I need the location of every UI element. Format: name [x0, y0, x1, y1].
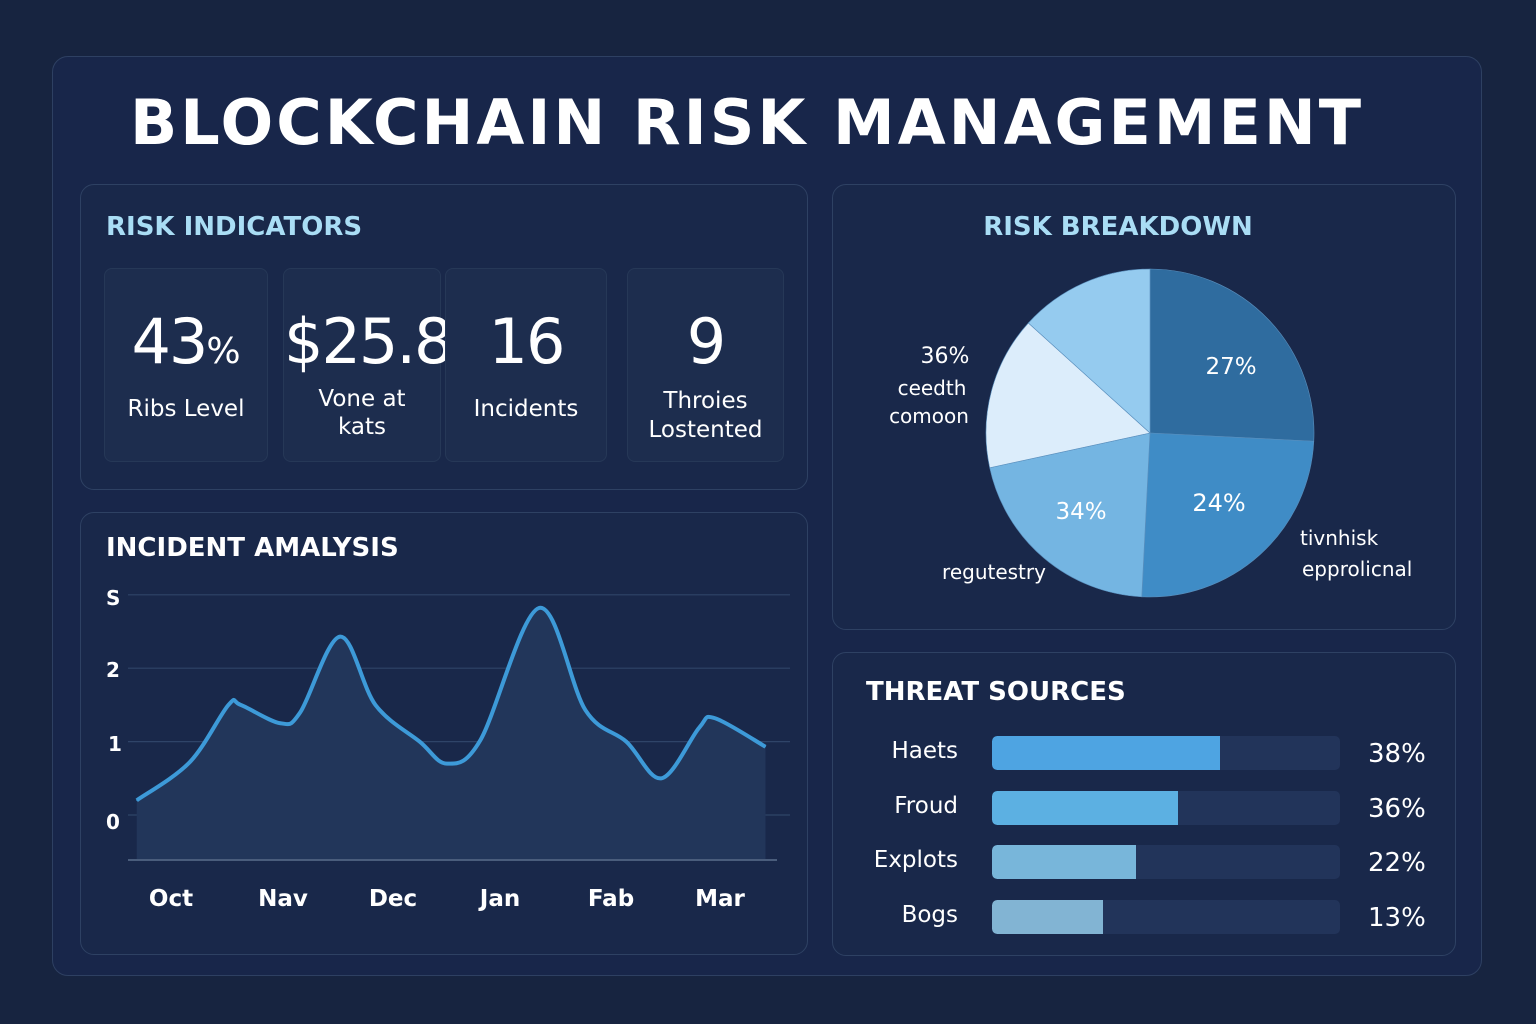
threat-bar-track: [992, 845, 1340, 879]
threat-bar-track: [992, 900, 1340, 934]
incident-analysis-heading: INCIDENT AMALYSIS: [106, 533, 399, 563]
threat-row: Bogs 13%: [866, 900, 1436, 936]
data-point: [374, 704, 376, 706]
page-title: BLOCKCHAIN RISK MANAGEMENT: [129, 86, 1365, 159]
y-tick-label: 0: [106, 810, 120, 834]
pie-label-percent: 36%: [920, 344, 970, 369]
data-point: [227, 704, 229, 706]
threat-bar-fill: [992, 900, 1104, 934]
x-tick-label: Jan: [479, 886, 521, 912]
kpi-value: 9: [686, 305, 726, 378]
kpi-value: 16: [488, 305, 566, 378]
pie-label-percent: 27%: [1205, 354, 1257, 380]
kpi-label-line2: Lostented: [648, 417, 763, 443]
risk-breakdown-heading: RISK BREAKDOWN: [983, 212, 1253, 242]
kpi-card-incidents[interactable]: 16 Incidents: [445, 268, 607, 462]
kpi-label-line2: kats: [337, 414, 386, 440]
y-tick-label: 1: [108, 732, 122, 756]
threat-bar-fill: [992, 791, 1179, 825]
data-point: [764, 746, 766, 748]
data-point: [714, 717, 716, 719]
data-point: [339, 636, 341, 638]
pie-slice[interactable]: [989, 432, 1151, 598]
data-point: [299, 711, 301, 713]
incident-analysis-panel: [80, 512, 808, 955]
y-tick-label: S: [106, 586, 121, 610]
threat-name: Explots: [873, 847, 958, 873]
kpi-card-threats[interactable]: 9 Throies Lostented: [627, 268, 784, 462]
x-tick-label: Oct: [148, 886, 194, 912]
data-point: [189, 761, 191, 763]
kpi-label: Incidents: [473, 396, 579, 422]
y-tick-label: 2: [106, 658, 120, 682]
threat-row: Explots 22%: [866, 845, 1436, 881]
threat-name: Froud: [894, 793, 958, 819]
data-point: [279, 722, 281, 724]
kpi-card-value-at-risk[interactable]: $25.8 Vone at kats: [283, 268, 454, 462]
kpi-label-line1: Throies: [663, 388, 748, 414]
kpi-label-line1: Vone at: [318, 386, 406, 412]
kpi-value: 43%: [131, 305, 241, 378]
threat-value: 36%: [1368, 794, 1426, 824]
threat-bar-track: [992, 736, 1340, 770]
data-point: [625, 741, 627, 743]
pie-slice[interactable]: [1149, 268, 1315, 442]
pie-name-line1: ceedth: [897, 376, 967, 400]
kpi-value: $25.8: [284, 305, 454, 378]
pie-label-percent: 24%: [1192, 489, 1246, 517]
pie-label-percent: 34%: [1055, 499, 1107, 525]
pie-slice[interactable]: [1141, 432, 1315, 598]
data-point: [136, 799, 138, 801]
data-point: [584, 709, 586, 711]
threat-value: 22%: [1368, 848, 1426, 878]
kpi-label: Ribs Level: [127, 396, 245, 422]
data-point: [538, 607, 540, 609]
x-tick-label: Dec: [368, 886, 418, 912]
pie-slice[interactable]: [1027, 268, 1151, 434]
threat-bar-fill: [992, 845, 1137, 879]
risk-indicators-heading: RISK INDICATORS: [106, 212, 363, 242]
pie-name: regutestry: [942, 560, 1046, 584]
area-fill: [136, 607, 766, 860]
data-point: [479, 739, 481, 741]
data-point: [446, 763, 448, 765]
pie-slice[interactable]: [985, 322, 1151, 469]
x-tick-label: Fab: [587, 886, 635, 912]
pie-name-line2: comoon: [889, 404, 969, 428]
data-point: [419, 741, 421, 743]
data-point: [240, 704, 242, 706]
threat-name: Bogs: [901, 902, 958, 928]
threat-row: Haets 38%: [866, 736, 1436, 772]
threat-value: 13%: [1368, 903, 1426, 933]
kpi-card-risk-level[interactable]: 43% Ribs Level: [104, 268, 268, 462]
threat-bar-fill: [992, 736, 1220, 770]
threat-name: Haets: [891, 738, 958, 764]
x-tick-label: Nav: [258, 886, 308, 912]
threat-sources-heading: THREAT SOURCES: [866, 677, 1126, 707]
threat-row: Froud 36%: [866, 791, 1436, 827]
pie-name-line2: epprolicnal: [1302, 557, 1413, 581]
threat-bar-track: [992, 791, 1340, 825]
x-tick-label: Mar: [695, 886, 745, 912]
pie-name-line1: tivnhisk: [1300, 526, 1379, 550]
data-point: [661, 777, 663, 779]
data-point: [698, 727, 700, 729]
threat-value: 38%: [1368, 739, 1426, 769]
